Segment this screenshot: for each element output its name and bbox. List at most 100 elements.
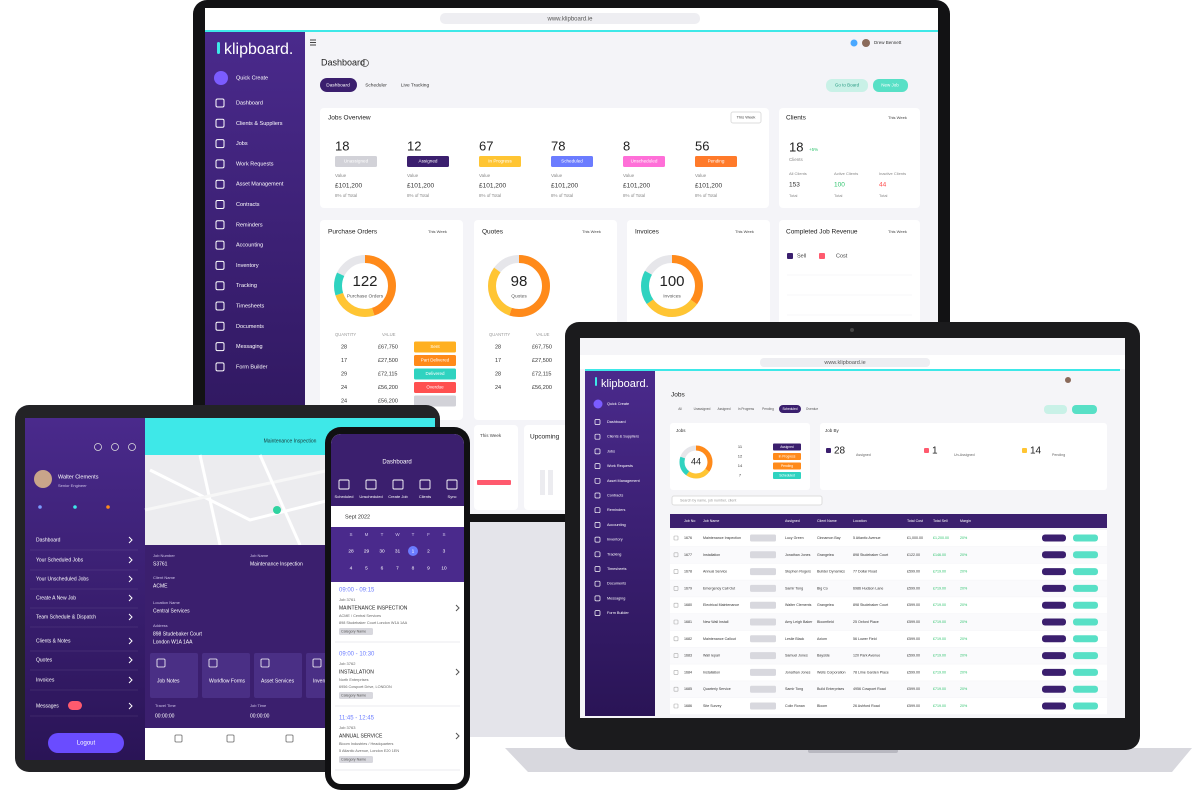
row-button[interactable] xyxy=(1042,668,1066,676)
action-tile[interactable] xyxy=(202,653,250,698)
action-tile[interactable] xyxy=(254,653,302,698)
menu-item[interactable]: Reminders xyxy=(607,508,625,512)
action-icon[interactable] xyxy=(365,479,377,490)
menu-item[interactable]: Team Schedule & Dispatch xyxy=(36,614,96,620)
menu-item[interactable]: Clients & Notes xyxy=(36,638,71,644)
date[interactable]: 8 xyxy=(412,565,415,571)
date[interactable]: 9 xyxy=(427,565,430,571)
tab[interactable]: Unassigned xyxy=(694,407,711,411)
checkbox[interactable] xyxy=(673,552,679,558)
row-button[interactable] xyxy=(1073,652,1098,660)
date[interactable]: 29 xyxy=(364,548,370,554)
row-button[interactable] xyxy=(1073,668,1098,676)
row-button[interactable] xyxy=(1042,551,1066,559)
menu-item[interactable]: Create A New Job xyxy=(36,595,76,601)
row-button[interactable] xyxy=(1073,584,1098,592)
menu-item[interactable]: Accounting xyxy=(236,243,263,249)
menu-item[interactable]: Invoices xyxy=(36,677,55,683)
action-icon[interactable] xyxy=(419,479,431,490)
menu-item[interactable]: Work Requests xyxy=(607,464,633,468)
row-button[interactable] xyxy=(1042,534,1066,542)
menu-item[interactable]: Tracking xyxy=(607,552,621,556)
menu-item[interactable]: Clients & Suppliers xyxy=(607,435,639,439)
tab[interactable]: In Progress xyxy=(738,407,755,411)
menu-item[interactable]: Inventory xyxy=(236,263,259,269)
date[interactable]: 3 xyxy=(443,548,446,554)
date[interactable]: 30 xyxy=(379,548,385,554)
tab[interactable]: Assigned xyxy=(717,407,730,411)
tab[interactable]: Scheduled xyxy=(782,407,797,411)
checkbox[interactable] xyxy=(673,535,679,541)
menu-item[interactable]: Jobs xyxy=(607,449,615,453)
menu-item[interactable]: Quotes xyxy=(36,657,53,663)
menu-item[interactable]: Documents xyxy=(236,324,264,330)
checkbox[interactable] xyxy=(673,686,679,692)
action-tile[interactable] xyxy=(150,653,198,698)
tab[interactable]: All xyxy=(678,407,682,411)
search-field[interactable] xyxy=(671,495,823,506)
menu-item[interactable]: Timesheets xyxy=(236,303,264,309)
row-button[interactable] xyxy=(1073,685,1098,693)
row-button[interactable] xyxy=(1042,584,1066,592)
action-icon[interactable] xyxy=(392,479,404,490)
date[interactable]: 7 xyxy=(396,565,399,571)
row-button[interactable] xyxy=(1073,702,1098,710)
menu-item[interactable]: Reminders xyxy=(236,222,263,228)
menu-item[interactable]: Accounting xyxy=(607,523,626,527)
row-button[interactable] xyxy=(1073,568,1098,576)
menu-item[interactable]: Quick Create xyxy=(607,402,629,406)
menu-item[interactable]: Asset Management xyxy=(236,182,284,188)
row-button[interactable] xyxy=(1073,551,1098,559)
tab[interactable]: Dashboard xyxy=(326,82,350,88)
checkbox[interactable] xyxy=(673,586,679,591)
date[interactable]: 10 xyxy=(441,565,447,571)
menu-item[interactable]: Work Requests xyxy=(236,161,274,167)
date[interactable]: 5 xyxy=(365,565,368,571)
logout-button[interactable] xyxy=(48,733,124,753)
date[interactable]: 6 xyxy=(381,565,384,571)
menu-item[interactable]: Quick Create xyxy=(236,75,268,81)
menu-item[interactable]: Messaging xyxy=(236,344,263,350)
action-icon[interactable] xyxy=(446,479,458,490)
menu-item[interactable]: Your Unscheduled Jobs xyxy=(36,576,89,582)
row-button[interactable] xyxy=(1042,618,1066,626)
tab[interactable]: Live Tracking xyxy=(401,82,430,88)
tab[interactable]: Pending xyxy=(762,407,774,411)
menu-item[interactable]: Form Builder xyxy=(607,611,629,615)
row-button[interactable] xyxy=(1073,601,1098,609)
menu-item[interactable]: Your Scheduled Jobs xyxy=(36,557,84,563)
menu-item[interactable]: Dashboard xyxy=(236,100,263,106)
row-button[interactable] xyxy=(1042,568,1066,576)
row-button[interactable] xyxy=(1073,534,1098,542)
row-button[interactable] xyxy=(1073,635,1098,643)
checkbox[interactable] xyxy=(673,602,679,608)
row-button[interactable] xyxy=(1042,635,1066,643)
menu-item[interactable]: Jobs xyxy=(236,141,248,147)
menu-item[interactable]: Contracts xyxy=(236,202,260,208)
menu-item[interactable]: Messaging xyxy=(607,596,625,600)
date[interactable]: 31 xyxy=(395,548,401,554)
date[interactable]: 1 xyxy=(412,548,415,554)
menu-item[interactable]: Contracts xyxy=(607,494,623,498)
menu-item[interactable]: Dashboard xyxy=(36,537,61,543)
checkbox[interactable] xyxy=(673,670,679,675)
date[interactable]: 4 xyxy=(350,565,353,571)
menu-item[interactable]: Timesheets xyxy=(607,567,627,571)
row-button[interactable] xyxy=(1042,702,1066,710)
menu-item[interactable]: Inventory xyxy=(607,538,623,542)
date[interactable]: 2 xyxy=(427,548,430,554)
menu-item[interactable]: Dashboard xyxy=(607,420,626,424)
checkbox[interactable] xyxy=(673,619,679,625)
date[interactable]: 28 xyxy=(348,548,354,554)
checkbox[interactable] xyxy=(673,569,679,574)
row-button[interactable] xyxy=(1042,601,1066,609)
menu-item[interactable]: Asset Management xyxy=(607,479,641,483)
row-button[interactable] xyxy=(1042,652,1066,660)
action-icon[interactable] xyxy=(338,479,350,490)
checkbox[interactable] xyxy=(673,653,679,658)
menu-item[interactable]: Documents xyxy=(607,582,626,586)
menu-item[interactable]: Tracking xyxy=(236,283,257,289)
menu-item[interactable]: Messages xyxy=(36,703,59,709)
tab[interactable]: Overdue xyxy=(806,407,818,411)
menu-item[interactable]: Clients & Suppliers xyxy=(236,121,283,127)
